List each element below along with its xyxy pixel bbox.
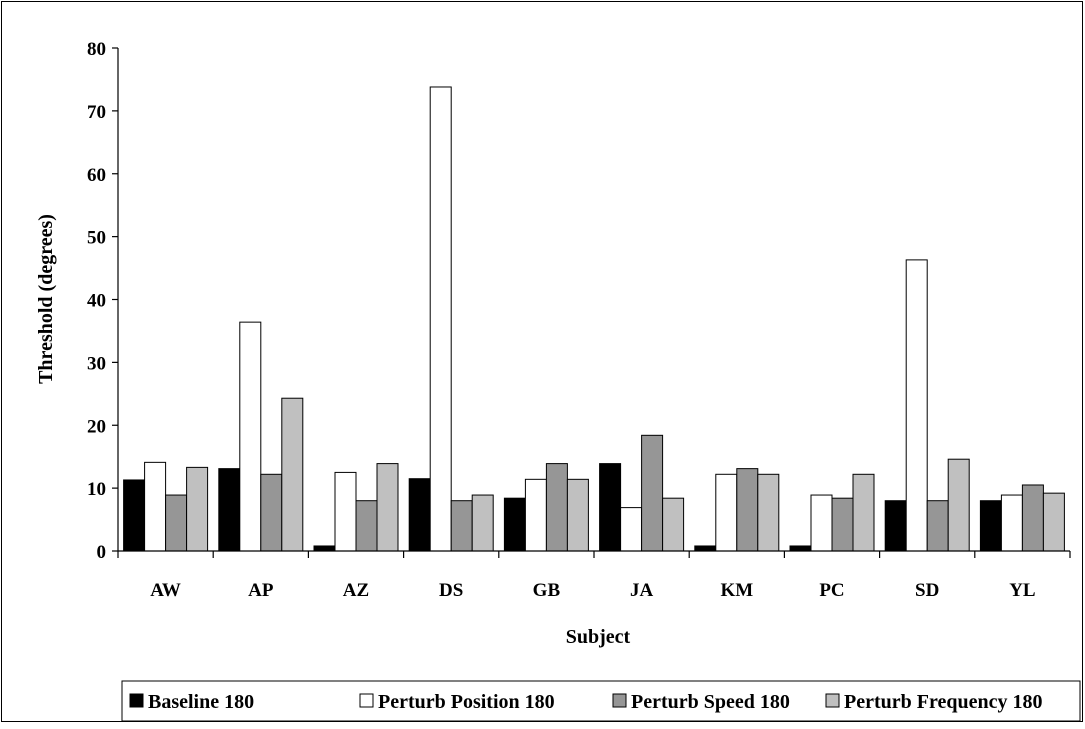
x-tick-label: PC	[819, 580, 844, 601]
x-tick-label: JA	[630, 580, 654, 601]
bar	[831, 497, 854, 552]
legend-swatch	[825, 693, 840, 708]
bar	[524, 478, 547, 552]
bar	[408, 478, 431, 552]
bar	[926, 500, 949, 552]
bar	[165, 494, 188, 552]
x-tick-label: AP	[248, 580, 274, 601]
bar	[736, 468, 759, 552]
legend-box	[121, 680, 1081, 722]
bar	[144, 461, 167, 552]
bar	[599, 463, 622, 552]
bar	[979, 500, 1002, 552]
bar	[376, 463, 399, 552]
bar	[620, 507, 643, 552]
bar	[123, 479, 146, 552]
legend-label: Perturb Position 180	[378, 691, 555, 713]
x-tick-label: KM	[720, 580, 753, 601]
bar	[566, 478, 589, 552]
legend-label: Perturb Speed 180	[631, 691, 790, 713]
y-tick-label: 0	[97, 542, 107, 563]
bar	[450, 500, 473, 552]
y-tick-label: 20	[87, 416, 106, 437]
legend-swatch	[612, 693, 627, 708]
x-tick-label: YL	[1009, 580, 1035, 601]
legend: Baseline 180 Perturb Position 180 Perturb …	[121, 680, 1081, 722]
bar	[789, 545, 812, 552]
x-tick-label: DS	[439, 580, 463, 601]
bar	[641, 434, 664, 552]
y-tick-label: 30	[87, 353, 106, 374]
bar	[1042, 492, 1065, 552]
bar	[281, 397, 304, 552]
bar	[355, 500, 378, 552]
bar	[1000, 494, 1023, 552]
bar	[545, 463, 568, 552]
y-tick-label: 10	[87, 479, 106, 500]
bar	[334, 471, 357, 552]
y-tick-label: 80	[87, 39, 106, 60]
bar	[884, 500, 907, 552]
bar	[810, 494, 833, 552]
legend-swatch	[359, 693, 374, 708]
axes: 0 10 20 30 40 50 60 70 80 AW AP AZ DS GB JA KM PC SD YL	[87, 39, 1071, 601]
bar	[503, 497, 526, 552]
bar	[905, 259, 928, 552]
plot-area	[123, 86, 1065, 552]
bar	[694, 545, 717, 552]
y-axis-title: Threshold (degrees)	[35, 214, 57, 384]
legend-label: Baseline 180	[148, 691, 254, 713]
x-tick-label: AZ	[343, 580, 369, 601]
bar	[239, 321, 262, 552]
bar	[313, 545, 336, 552]
bar	[1021, 484, 1044, 552]
bar	[471, 494, 494, 552]
x-tick-label: SD	[915, 580, 939, 601]
y-tick-label: 70	[87, 102, 106, 123]
bar	[757, 473, 780, 552]
x-tick-label: AW	[150, 580, 181, 601]
bar	[186, 466, 209, 552]
bar	[429, 86, 452, 552]
bar	[947, 458, 970, 552]
y-tick-label: 40	[87, 291, 106, 312]
bar	[260, 473, 283, 552]
x-tick-label: GB	[533, 580, 561, 601]
bar	[218, 468, 241, 552]
y-tick-label: 50	[87, 228, 106, 249]
bar	[715, 473, 738, 552]
bar	[852, 473, 875, 552]
legend-label: Perturb Frequency 180	[844, 691, 1043, 713]
legend-swatch	[129, 693, 144, 708]
y-tick-label: 60	[87, 165, 106, 186]
x-axis-title: Subject	[566, 626, 631, 648]
bar	[662, 497, 685, 552]
